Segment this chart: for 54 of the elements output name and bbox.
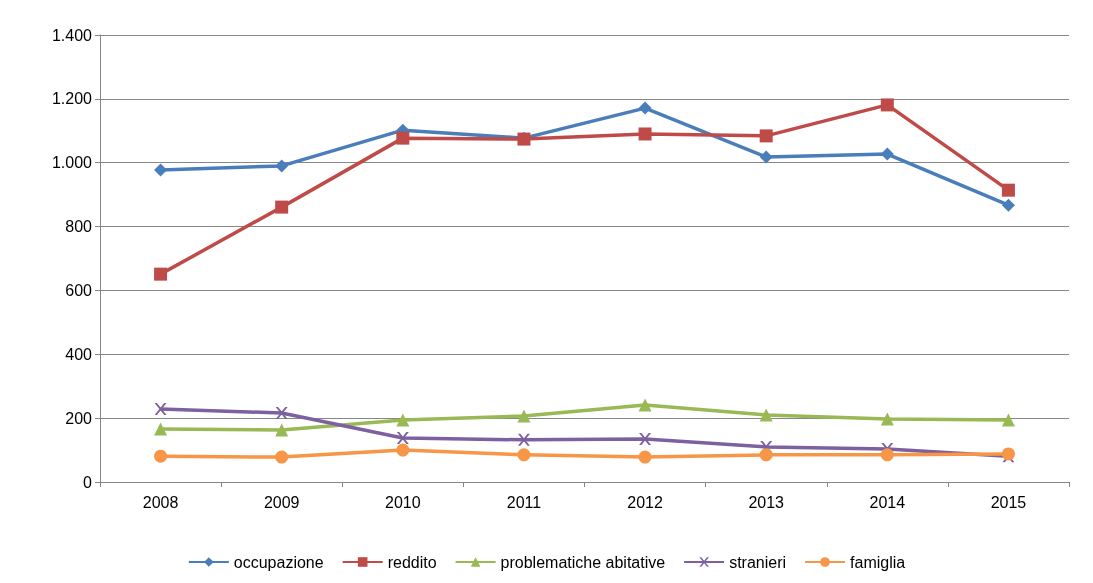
point <box>638 398 652 412</box>
point <box>759 150 773 164</box>
point <box>759 448 773 462</box>
x-tick-label: 2009 <box>263 493 300 511</box>
y-tick-label: 200 <box>65 409 93 427</box>
point <box>1001 198 1015 212</box>
legend-label: stranieri <box>729 553 787 571</box>
y-tick-label: 1.000 <box>51 154 93 172</box>
point <box>154 163 168 177</box>
point <box>638 127 652 141</box>
point <box>517 409 531 423</box>
point <box>396 413 410 427</box>
y-tick-label: 1.200 <box>51 90 93 108</box>
point <box>880 448 894 462</box>
point <box>880 98 894 112</box>
x-tick-label: 2015 <box>990 493 1027 511</box>
point <box>275 423 289 437</box>
x-tick-label: 2012 <box>627 493 663 511</box>
x-tick-label: 2014 <box>869 493 906 511</box>
point <box>275 407 288 420</box>
point <box>275 159 289 173</box>
y-tick-label: 400 <box>65 345 93 363</box>
point <box>275 200 289 214</box>
point <box>638 101 652 115</box>
point <box>517 448 531 462</box>
y-tick-label: 600 <box>65 281 93 299</box>
point <box>638 450 652 464</box>
point <box>154 267 168 281</box>
point <box>275 450 289 464</box>
x-tick-label: 2010 <box>385 493 421 511</box>
point <box>396 443 410 457</box>
x-tick-label: 2011 <box>506 493 542 511</box>
legend-label: problematiche abitative <box>500 553 666 571</box>
y-tick-label: 800 <box>65 218 93 236</box>
point <box>880 147 894 161</box>
x-tick-label: 2013 <box>748 493 785 511</box>
point <box>759 129 773 143</box>
point <box>1001 413 1015 427</box>
point <box>639 432 652 445</box>
point <box>517 433 530 446</box>
point <box>880 412 894 426</box>
point <box>759 408 773 422</box>
x-tick-label: 2008 <box>142 493 179 511</box>
point <box>396 131 410 145</box>
point <box>154 402 167 415</box>
point <box>154 449 168 463</box>
legend-label: reddito <box>387 553 437 571</box>
y-tick-label: 1.400 <box>51 26 93 44</box>
point <box>154 422 168 436</box>
point <box>1001 183 1015 197</box>
point <box>396 431 409 444</box>
legend-label: famiglia <box>850 553 906 571</box>
y-tick-label: 0 <box>83 473 93 491</box>
legend-label: occupazione <box>233 553 324 571</box>
